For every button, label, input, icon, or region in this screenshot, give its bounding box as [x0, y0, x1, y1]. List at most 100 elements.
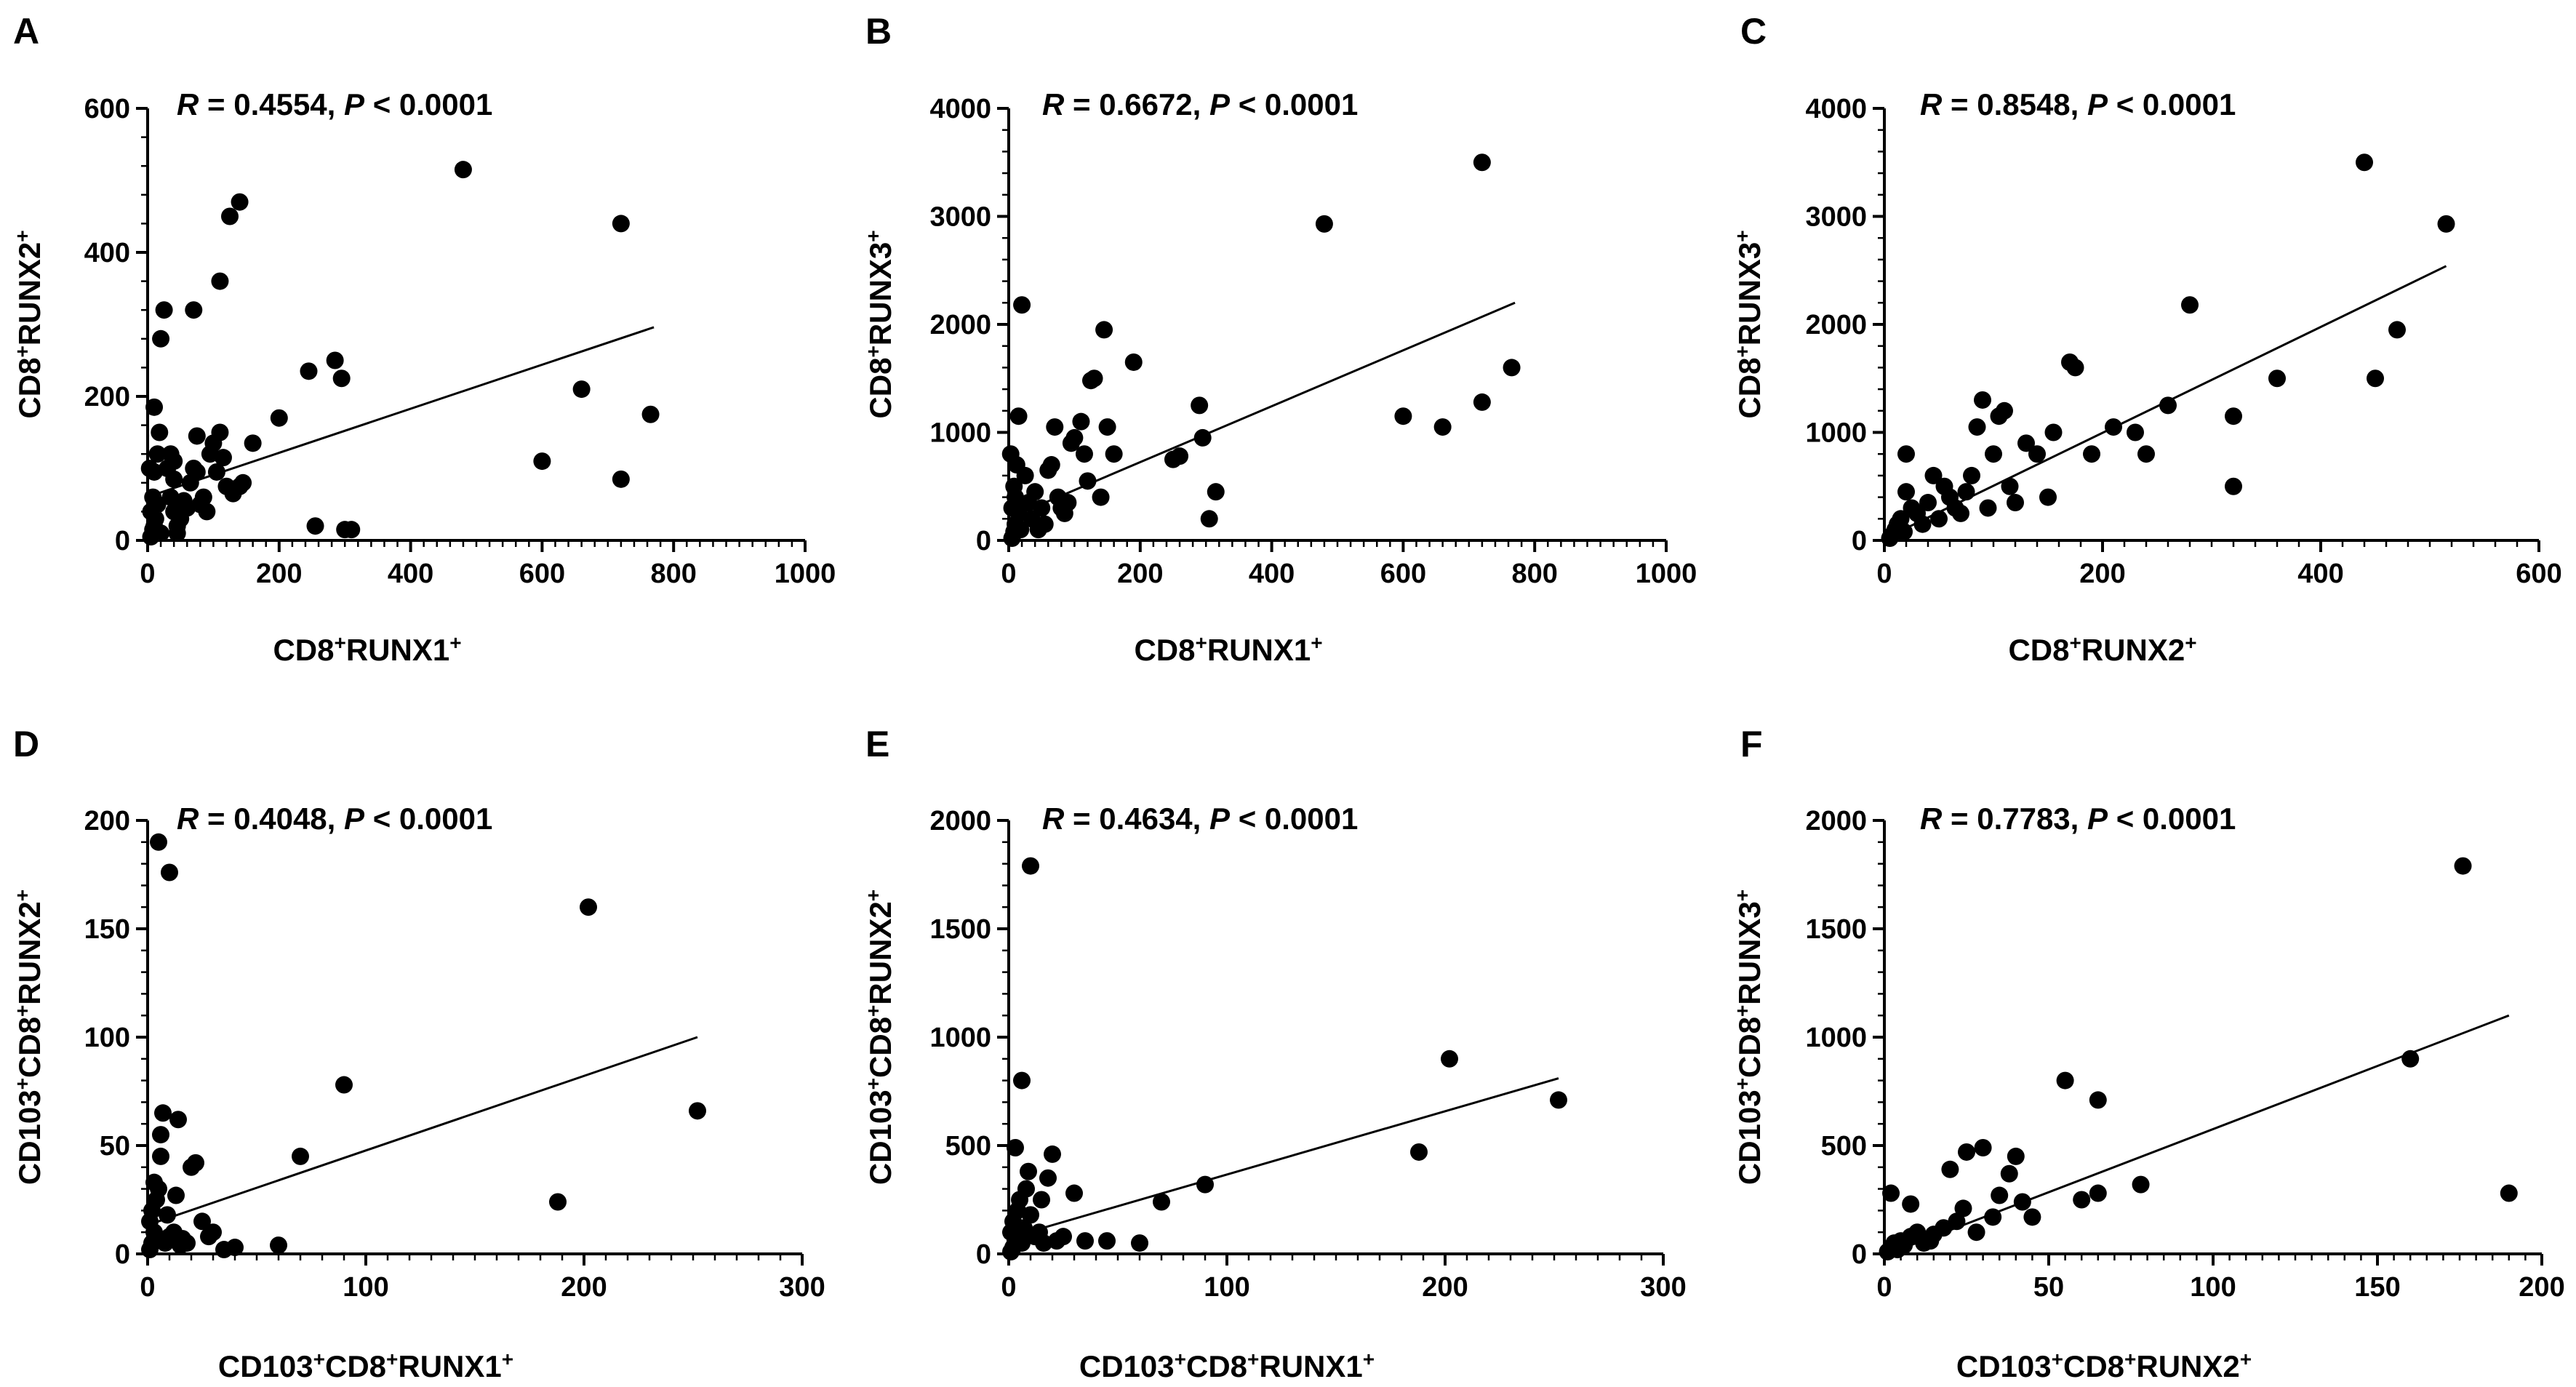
x-axis-label-sup: +: [1311, 631, 1322, 654]
x-tick-label: 0: [1876, 559, 1892, 589]
correlation-stat: R = 0.4554, P < 0.0001: [177, 87, 492, 121]
x-tick-label: 0: [140, 559, 155, 589]
data-point: [154, 1104, 172, 1122]
data-point: [572, 380, 591, 399]
data-point: [207, 463, 225, 481]
data-point: [1026, 483, 1044, 501]
data-point: [454, 161, 472, 179]
data-point: [1895, 523, 1913, 541]
x-axis-label: CD103+CD8+RUNX1+: [1079, 1348, 1375, 1384]
data-point: [194, 488, 212, 506]
y-axis-label-sup: +: [11, 1078, 33, 1090]
data-point: [1065, 1184, 1083, 1202]
y-tick-label: 1000: [929, 1023, 991, 1053]
data-point: [1059, 494, 1077, 512]
data-point: [1954, 1199, 1972, 1218]
data-point: [1042, 456, 1060, 474]
x-tick-label: 600: [519, 559, 565, 589]
r-symbol: R: [1042, 87, 1065, 121]
p-value: < 0.0001: [2108, 802, 2236, 836]
y-tick-label: 2000: [1805, 310, 1867, 340]
data-point: [178, 499, 196, 517]
y-axis-label-sup: +: [1731, 1005, 1753, 1017]
data-point: [1079, 472, 1097, 490]
data-point: [689, 1102, 706, 1120]
data-point: [1897, 483, 1915, 501]
data-point: [2066, 359, 2084, 377]
x-axis-label-part: RUNX1: [1259, 1349, 1362, 1383]
x-axis-label: CD8+RUNX1+: [1134, 631, 1322, 668]
data-point: [2007, 494, 2024, 512]
data-point: [193, 1212, 211, 1231]
data-point: [2028, 445, 2046, 463]
data-point: [1105, 445, 1123, 463]
x-tick-label: 600: [1380, 559, 1426, 589]
panel-letter: A: [13, 11, 39, 52]
x-tick-label: 800: [1511, 559, 1557, 589]
y-tick-label: 150: [84, 914, 130, 945]
p-symbol: P: [344, 87, 365, 121]
y-tick-label: 2000: [929, 806, 991, 836]
data-point: [1098, 418, 1116, 436]
data-point: [185, 301, 203, 319]
data-point: [343, 521, 361, 539]
x-tick-label: 300: [779, 1272, 825, 1303]
data-point: [2073, 1191, 2091, 1209]
r-symbol: R: [177, 802, 199, 836]
x-tick-label: 150: [2354, 1272, 2400, 1303]
data-point: [2225, 407, 2242, 425]
data-point: [1044, 1145, 1061, 1163]
data-point: [165, 470, 183, 488]
panel-a: A 0 200 400 600 800 1000 0 200 400 600 R = 0.4554, …: [11, 11, 836, 667]
y-tick-label: 0: [1852, 526, 1867, 556]
y-tick-label: 1500: [929, 914, 991, 945]
y-axis-label-sup: +: [862, 1005, 884, 1017]
data-point: [2401, 1050, 2420, 1068]
x-tick-label: 400: [1249, 559, 1295, 589]
data-point: [1065, 428, 1084, 447]
data-point: [2023, 1208, 2041, 1226]
data-point: [169, 1111, 187, 1129]
p-value: < 0.0001: [364, 802, 492, 836]
data-point: [1020, 1162, 1037, 1180]
data-point: [1017, 1180, 1035, 1198]
p-symbol: P: [2087, 87, 2108, 121]
x-tick-label: 200: [1422, 1272, 1468, 1303]
x-axis-label-sup: +: [1175, 1348, 1186, 1370]
data-point: [1085, 369, 1103, 388]
data-point: [1013, 1234, 1031, 1252]
x-axis-label-sup: +: [2240, 1348, 2252, 1370]
data-point: [533, 452, 551, 471]
y-axis-label-sup: +: [862, 230, 884, 241]
y-axis-label-part: CD103: [863, 1090, 897, 1185]
x-axis-label-sup: +: [1195, 631, 1207, 654]
y-axis-label-part: RUNX3: [863, 242, 897, 345]
x-tick-label: 200: [2519, 1272, 2564, 1303]
p-symbol: P: [1209, 802, 1231, 836]
data-point: [1200, 510, 1218, 528]
data-point: [146, 510, 164, 528]
y-tick-label: 0: [1852, 1239, 1867, 1270]
x-tick-label: 800: [650, 559, 696, 589]
x-tick-label: 1000: [1636, 559, 1697, 589]
r-value: = 0.4634,: [1064, 802, 1209, 836]
y-tick-label: 600: [84, 94, 130, 124]
data-point: [335, 1076, 353, 1094]
y-axis-label-sup: +: [1731, 890, 1753, 901]
y-tick-label: 100: [84, 1023, 130, 1053]
data-point: [2159, 396, 2177, 415]
y-tick-label: 50: [100, 1131, 130, 1162]
data-point: [580, 898, 597, 916]
y-axis-label-part: RUNX3: [1732, 242, 1767, 345]
x-tick-label: 300: [1640, 1272, 1686, 1303]
data-point: [159, 1206, 176, 1224]
data-point: [155, 301, 173, 319]
panel-c: C 0 200 400 600 0 1000 2000 3000 4000 R = 0.8548, …: [1731, 11, 2562, 667]
x-tick-label: 200: [561, 1272, 607, 1303]
data-point: [2367, 369, 2384, 388]
data-point: [1902, 1195, 1920, 1213]
data-point: [1897, 445, 1915, 463]
regression-line: [151, 1036, 698, 1225]
